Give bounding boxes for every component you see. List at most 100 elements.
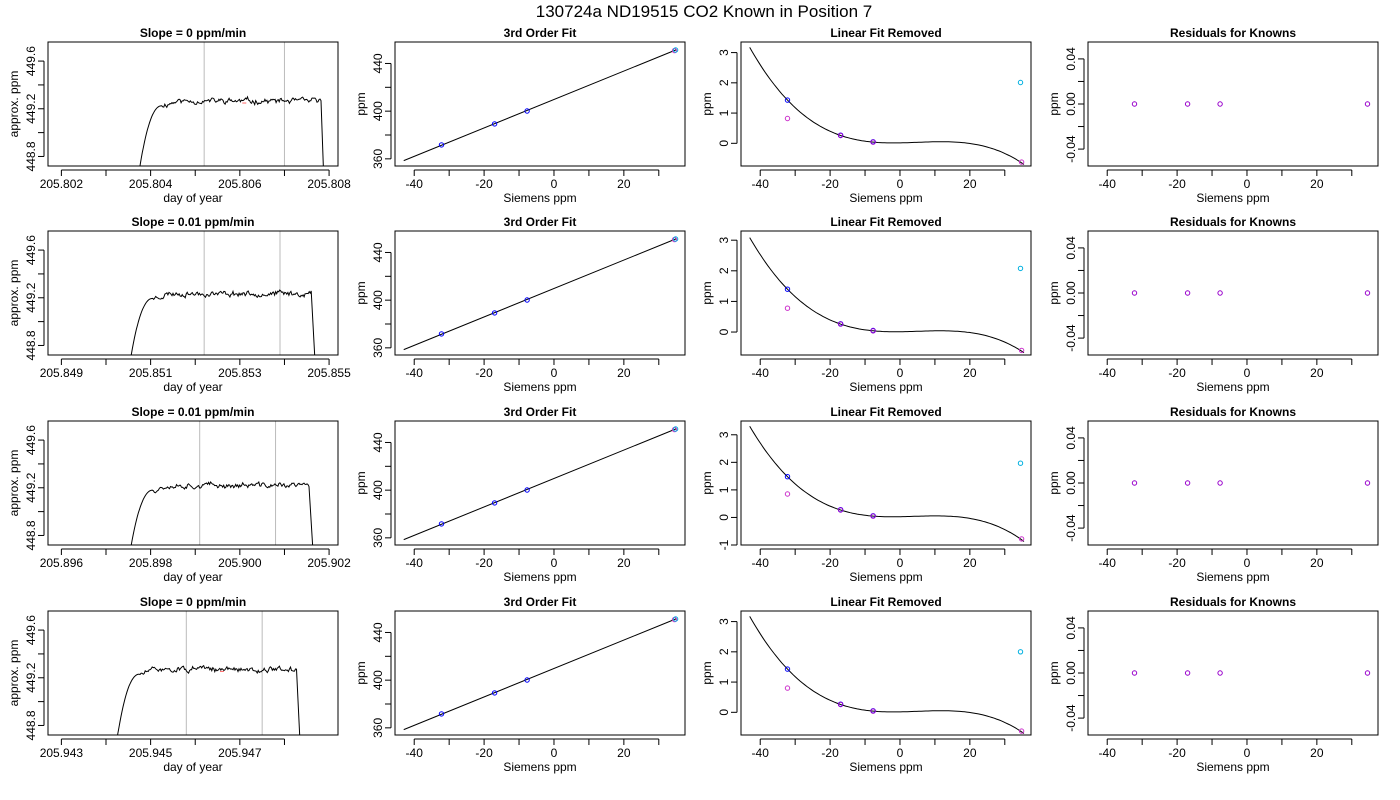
y-tick-label: 449.6 (24, 235, 38, 265)
data-point (1018, 536, 1025, 542)
data-point (1184, 670, 1191, 676)
data-layer (1131, 670, 1371, 676)
data-point (491, 690, 498, 696)
x-tick-label: -20 (1168, 746, 1186, 760)
x-tick-label: -40 (406, 556, 424, 570)
x-axis-label: day of year (163, 570, 222, 584)
data-point (1184, 290, 1191, 296)
y-tick-label: 449.2 (24, 282, 38, 312)
plot-frame (394, 230, 686, 356)
data-point (837, 321, 844, 327)
figure-title: 130724a ND19515 CO2 Known in Position 7 (536, 2, 872, 21)
plot-frame (47, 230, 339, 356)
x-tick-label: -20 (475, 177, 493, 191)
x-tick-label: 0 (897, 746, 904, 760)
y-axis-label: ppm (1047, 471, 1061, 494)
x-tick-label: -40 (1099, 366, 1117, 380)
y-tick-label: 0.04 (1064, 616, 1078, 640)
x-tick-label: -20 (821, 177, 839, 191)
data-point (784, 97, 791, 103)
x-tick-label: 205.808 (307, 177, 351, 191)
x-tick-label: 20 (963, 556, 977, 570)
data-point (524, 487, 530, 493)
x-tick-label: 0 (551, 177, 558, 191)
x-tick-label: 205.853 (218, 366, 262, 380)
panel-r3-c4: Residuals for Knowns -40 -20 0 20 Siemens ppm… (1047, 405, 1379, 584)
y-tick-label: 449.6 (24, 425, 38, 455)
data-point (1217, 290, 1223, 296)
data-point (1364, 670, 1371, 676)
plot-frame (740, 420, 1032, 546)
data-point (438, 331, 445, 337)
x-tick-label: 20 (617, 177, 631, 191)
x-axis-label: Siemens ppm (503, 191, 576, 205)
x-axis-label: day of year (163, 760, 222, 774)
data-point (1017, 265, 1024, 272)
y-tick-label: 400 (371, 290, 385, 310)
y-axis-label: ppm (700, 92, 714, 115)
plot-frame (740, 41, 1032, 167)
fit-line (403, 428, 677, 541)
y-tick-label: 0 (717, 709, 731, 716)
x-axis-label: Siemens ppm (503, 570, 576, 584)
data-point (1364, 101, 1371, 107)
plot-frame (394, 41, 686, 167)
x-tick-label: -40 (1099, 177, 1117, 191)
y-tick-label: 0.00 (1064, 92, 1078, 116)
data-point (870, 139, 876, 145)
y-tick-label: 449.6 (24, 615, 38, 645)
data-layer (749, 47, 1025, 165)
y-tick-label: 400 (371, 480, 385, 500)
data-layer (403, 426, 679, 541)
y-tick-label: 3 (717, 618, 731, 625)
panel-title: 3rd Order Fit (504, 595, 577, 609)
x-tick-label: 0 (1244, 746, 1251, 760)
x-tick-label: 0 (897, 177, 904, 191)
panel-r2-c2: 3rd Order Fit -40 -20 0 20 Siemens ppm 360 400 4… (354, 215, 686, 394)
panel-r3-c1: Slope = 0.01 ppm/min 205.896 205.898 205.90… (7, 405, 351, 584)
x-tick-label: -20 (1168, 366, 1186, 380)
y-tick-label: 0 (717, 514, 731, 521)
panel-r4-c2: 3rd Order Fit -40 -20 0 20 Siemens ppm 360 400 4… (354, 595, 686, 774)
data-point (1364, 480, 1371, 486)
y-tick-label: 1 (717, 298, 731, 305)
x-tick-label: 20 (617, 366, 631, 380)
x-tick-label: 205.849 (40, 366, 84, 380)
panel-title: Residuals for Knowns (1170, 595, 1296, 609)
fit-line (403, 618, 677, 731)
x-tick-label: 0 (551, 556, 558, 570)
data-point (1364, 290, 1371, 296)
y-tick-label: 2 (717, 459, 731, 466)
panel-title: Slope = 0.01 ppm/min (131, 405, 254, 419)
x-axis-label: Siemens ppm (849, 380, 922, 394)
y-tick-label: 440 (371, 242, 385, 262)
y-tick-label: 440 (371, 53, 385, 73)
y-tick-label: 2 (717, 267, 731, 274)
y-tick-label: 400 (371, 101, 385, 121)
data-point (837, 507, 844, 513)
x-axis-label: Siemens ppm (849, 191, 922, 205)
y-tick-label: 440 (371, 432, 385, 452)
x-tick-label: 0 (1244, 366, 1251, 380)
y-tick-label: -1 (717, 539, 731, 550)
x-axis-label: Siemens ppm (849, 570, 922, 584)
panel-r1-c4: Residuals for Knowns -40 -20 0 20 Siemens ppm… (1047, 26, 1379, 205)
data-layer (749, 616, 1025, 734)
y-tick-label: -0.04 (1064, 324, 1078, 352)
data-layer (1131, 480, 1371, 486)
y-tick-label: 360 (371, 338, 385, 358)
data-point (870, 513, 876, 519)
fit-curve (749, 616, 1025, 734)
data-point (1018, 728, 1025, 734)
x-axis-label: day of year (163, 380, 222, 394)
panel-title: 3rd Order Fit (504, 405, 577, 419)
series-trace (139, 95, 324, 166)
x-tick-label: -20 (1168, 556, 1186, 570)
panel-title: Linear Fit Removed (830, 405, 941, 419)
y-tick-label: 0 (717, 140, 731, 147)
y-axis-label: ppm (1047, 92, 1061, 115)
data-point (1131, 290, 1138, 296)
